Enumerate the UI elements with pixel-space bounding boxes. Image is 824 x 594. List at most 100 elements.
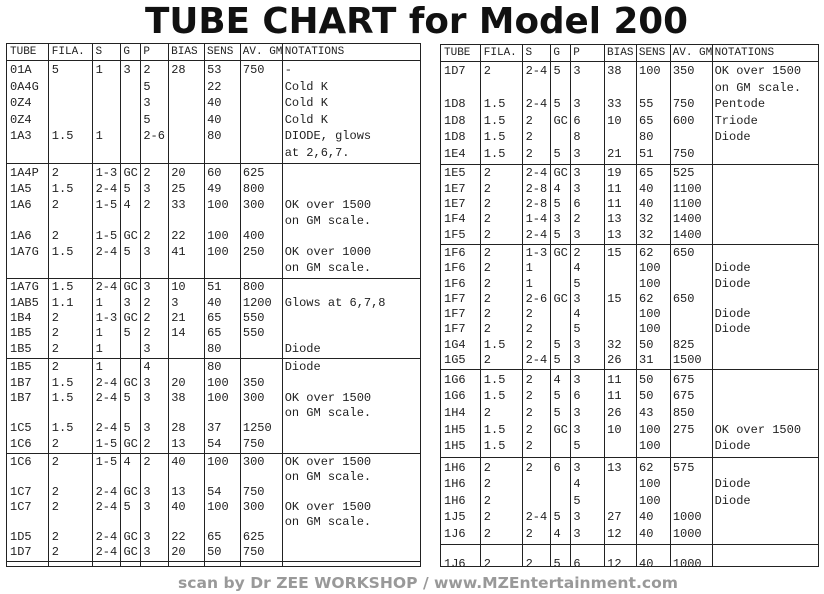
cell-g: 4 [553,372,561,387]
cell-g: 5 [123,390,131,405]
cell-g: 3 [123,63,131,78]
cell-g [550,82,570,95]
cell-tube: 1D7 [444,64,466,79]
cell-bias: 21 [607,146,622,161]
cell-s: 1-5 [95,197,118,212]
header-cell: TUBE [10,46,37,58]
cell-gm [670,131,712,144]
table-left: TUBE FILA. S G P BIAS SENS AV. GM NOTATIONS 01A 5 1… [6,43,421,567]
cell-note [282,281,420,294]
cell-note: Diode [714,322,751,337]
header-cell: NOTATIONS [714,47,775,59]
column-rule [570,45,571,566]
cell-s: 2 [525,460,533,475]
cell-g [550,262,570,275]
cell-note: Diode [284,360,321,375]
cell-note: OK over 1500 [284,500,372,514]
cell-tube [7,262,49,275]
table-row: on GM scale. [7,407,420,420]
cell-fila [49,407,93,420]
cell-g: GC [123,530,138,544]
cell-bias: 38 [171,390,186,405]
cell-note: OK over 1500 [284,197,372,212]
cell-tube: 1E5 [444,166,466,181]
cell-note [282,167,420,180]
cell-note: Cold K [284,79,328,94]
cell-s: 2-6 [525,291,548,306]
cell-note: Pentode [714,97,766,112]
cell-gm [240,147,282,160]
cell-gm: 1200 [242,295,272,310]
cell-fila: 2 [483,352,491,367]
cell-gm: 1000 [672,557,702,567]
cell-p [140,147,168,160]
cell-gm [670,478,712,491]
table-row: 1H6 2 5 100 Diode [441,494,818,508]
cell-g: 5 [553,352,561,367]
cell-fila: 1.5 [51,375,74,390]
cell-s [93,516,121,529]
cell-gm [670,440,712,453]
cell-bias: 20 [171,375,186,390]
cell-tube: 1D8 [444,113,466,128]
cell-s: 2 [525,113,533,128]
cell-fila: 1.1 [51,295,74,310]
cell-fila: 2 [51,197,59,212]
cell-p: 4 [143,360,151,375]
cell-g [120,147,140,160]
footer-area: scan by Dr ZEE WORKSHOP / www.MZEntertai… [178,574,678,592]
cell-gm: 800 [242,280,265,295]
cell-sens: 40 [639,181,654,196]
cell-bias [168,407,204,420]
cell-note [712,339,818,352]
cell-tube [7,407,49,420]
cell-sens [204,147,240,160]
cell-gm: 1400 [672,212,702,227]
cell-bias: 15 [607,291,622,306]
cell-s: 1-5 [95,229,118,244]
cell-fila: 2 [51,360,59,375]
column-rule [550,45,551,566]
cell-bias [604,278,636,291]
cell-p: 3 [143,341,151,356]
cell-tube: 1F5 [444,227,466,242]
cell-s: 1-3 [95,165,118,180]
cell-bias: 32 [607,337,622,352]
cell-sens: 100 [639,276,661,291]
cell-gm [240,471,282,484]
cell-p [140,215,168,228]
cell-tube: 1A6 [10,197,32,212]
cell-tube [7,215,49,228]
cell-tube: 1A7G [10,245,39,260]
header-row: TUBE FILA. S G P BIAS SENS AV. GM NOTATIONS [441,45,818,62]
cell-note [712,354,818,367]
cell-tube: 1C7 [10,500,32,514]
cell-sens: 40 [207,96,222,111]
cell-sens: 40 [639,196,654,211]
cell-fila: 2 [51,500,59,514]
cell-g: GC [123,485,138,499]
cell-p [140,407,168,420]
table-row: 1D8 1.5 2 GC 6 10 65 600 Triode [441,113,818,128]
cell-tube: 1F6 [444,246,466,261]
table-row: 1F4 2 1-4 3 2 13 32 1400 [441,213,818,226]
cell-fila: 1.5 [51,390,74,405]
cell-p: 2 [143,326,151,341]
cell-gm: 350 [242,375,265,390]
cell-fila: 2 [483,557,491,567]
cell-gm: 275 [672,422,695,437]
cell-s: 2-4 [95,375,118,390]
cell-fila: 1.5 [483,372,506,387]
cell-note [712,511,818,524]
cell-sens: 100 [639,422,661,437]
cell-g: GC [123,545,138,559]
cell-bias [168,114,204,127]
cell-fila [49,516,93,529]
table-row: 1B7 1.5 2-4 5 3 38 100 300 OK over 1500 [7,390,420,405]
cell-bias [604,478,636,491]
column-rule [240,44,241,566]
cell-s [523,82,551,95]
cell-bias [604,440,636,453]
cell-bias: 13 [171,436,186,451]
cell-note: Diode [284,341,321,356]
